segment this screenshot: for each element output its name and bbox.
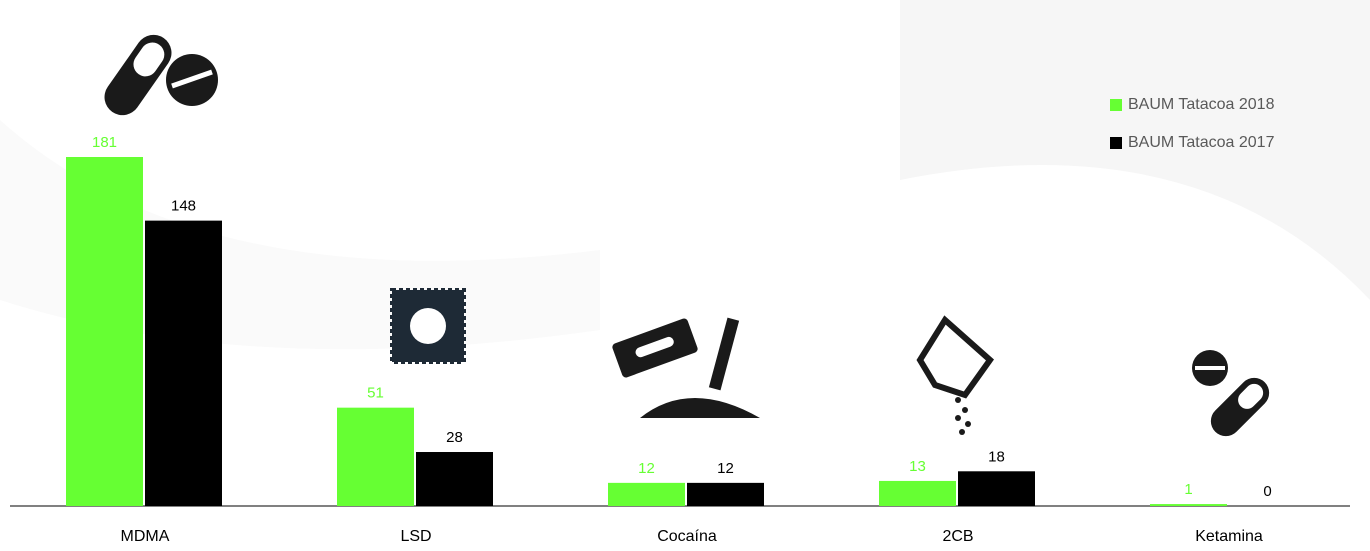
- icon-2cb: [916, 315, 995, 435]
- icon-lsd: [390, 288, 466, 364]
- x-tick-label: LSD: [400, 528, 431, 545]
- legend-swatch: [1110, 99, 1122, 111]
- icon-mdma: [104, 34, 218, 116]
- value-label: 1: [1184, 481, 1192, 498]
- bar: [66, 157, 143, 506]
- bar: [337, 407, 414, 506]
- value-label: 148: [171, 198, 196, 215]
- value-label: 13: [909, 458, 926, 475]
- bar: [958, 471, 1035, 506]
- x-tick-label: MDMA: [121, 528, 170, 545]
- legend-label: BAUM Tatacoa 2017: [1128, 134, 1275, 151]
- value-label: 51: [367, 385, 384, 402]
- bar: [687, 482, 764, 506]
- x-tick-label: Cocaína: [657, 528, 717, 545]
- icon-ketamina: [1192, 350, 1270, 437]
- legend-label: BAUM Tatacoa 2018: [1128, 96, 1275, 113]
- value-label: 181: [92, 134, 117, 151]
- icon-cocaina: [612, 317, 760, 418]
- bar: [416, 452, 493, 506]
- legend-swatch: [1110, 137, 1122, 149]
- value-label: 12: [638, 460, 655, 477]
- bar: [1150, 504, 1227, 506]
- bar: [879, 480, 956, 506]
- bar: [145, 220, 222, 507]
- bar: [608, 482, 685, 506]
- value-label: 28: [446, 429, 463, 446]
- value-label: 12: [717, 460, 734, 477]
- value-label: 0: [1263, 483, 1271, 500]
- value-label: 18: [988, 448, 1005, 465]
- x-tick-label: Ketamina: [1195, 528, 1263, 545]
- x-tick-label: 2CB: [942, 528, 973, 545]
